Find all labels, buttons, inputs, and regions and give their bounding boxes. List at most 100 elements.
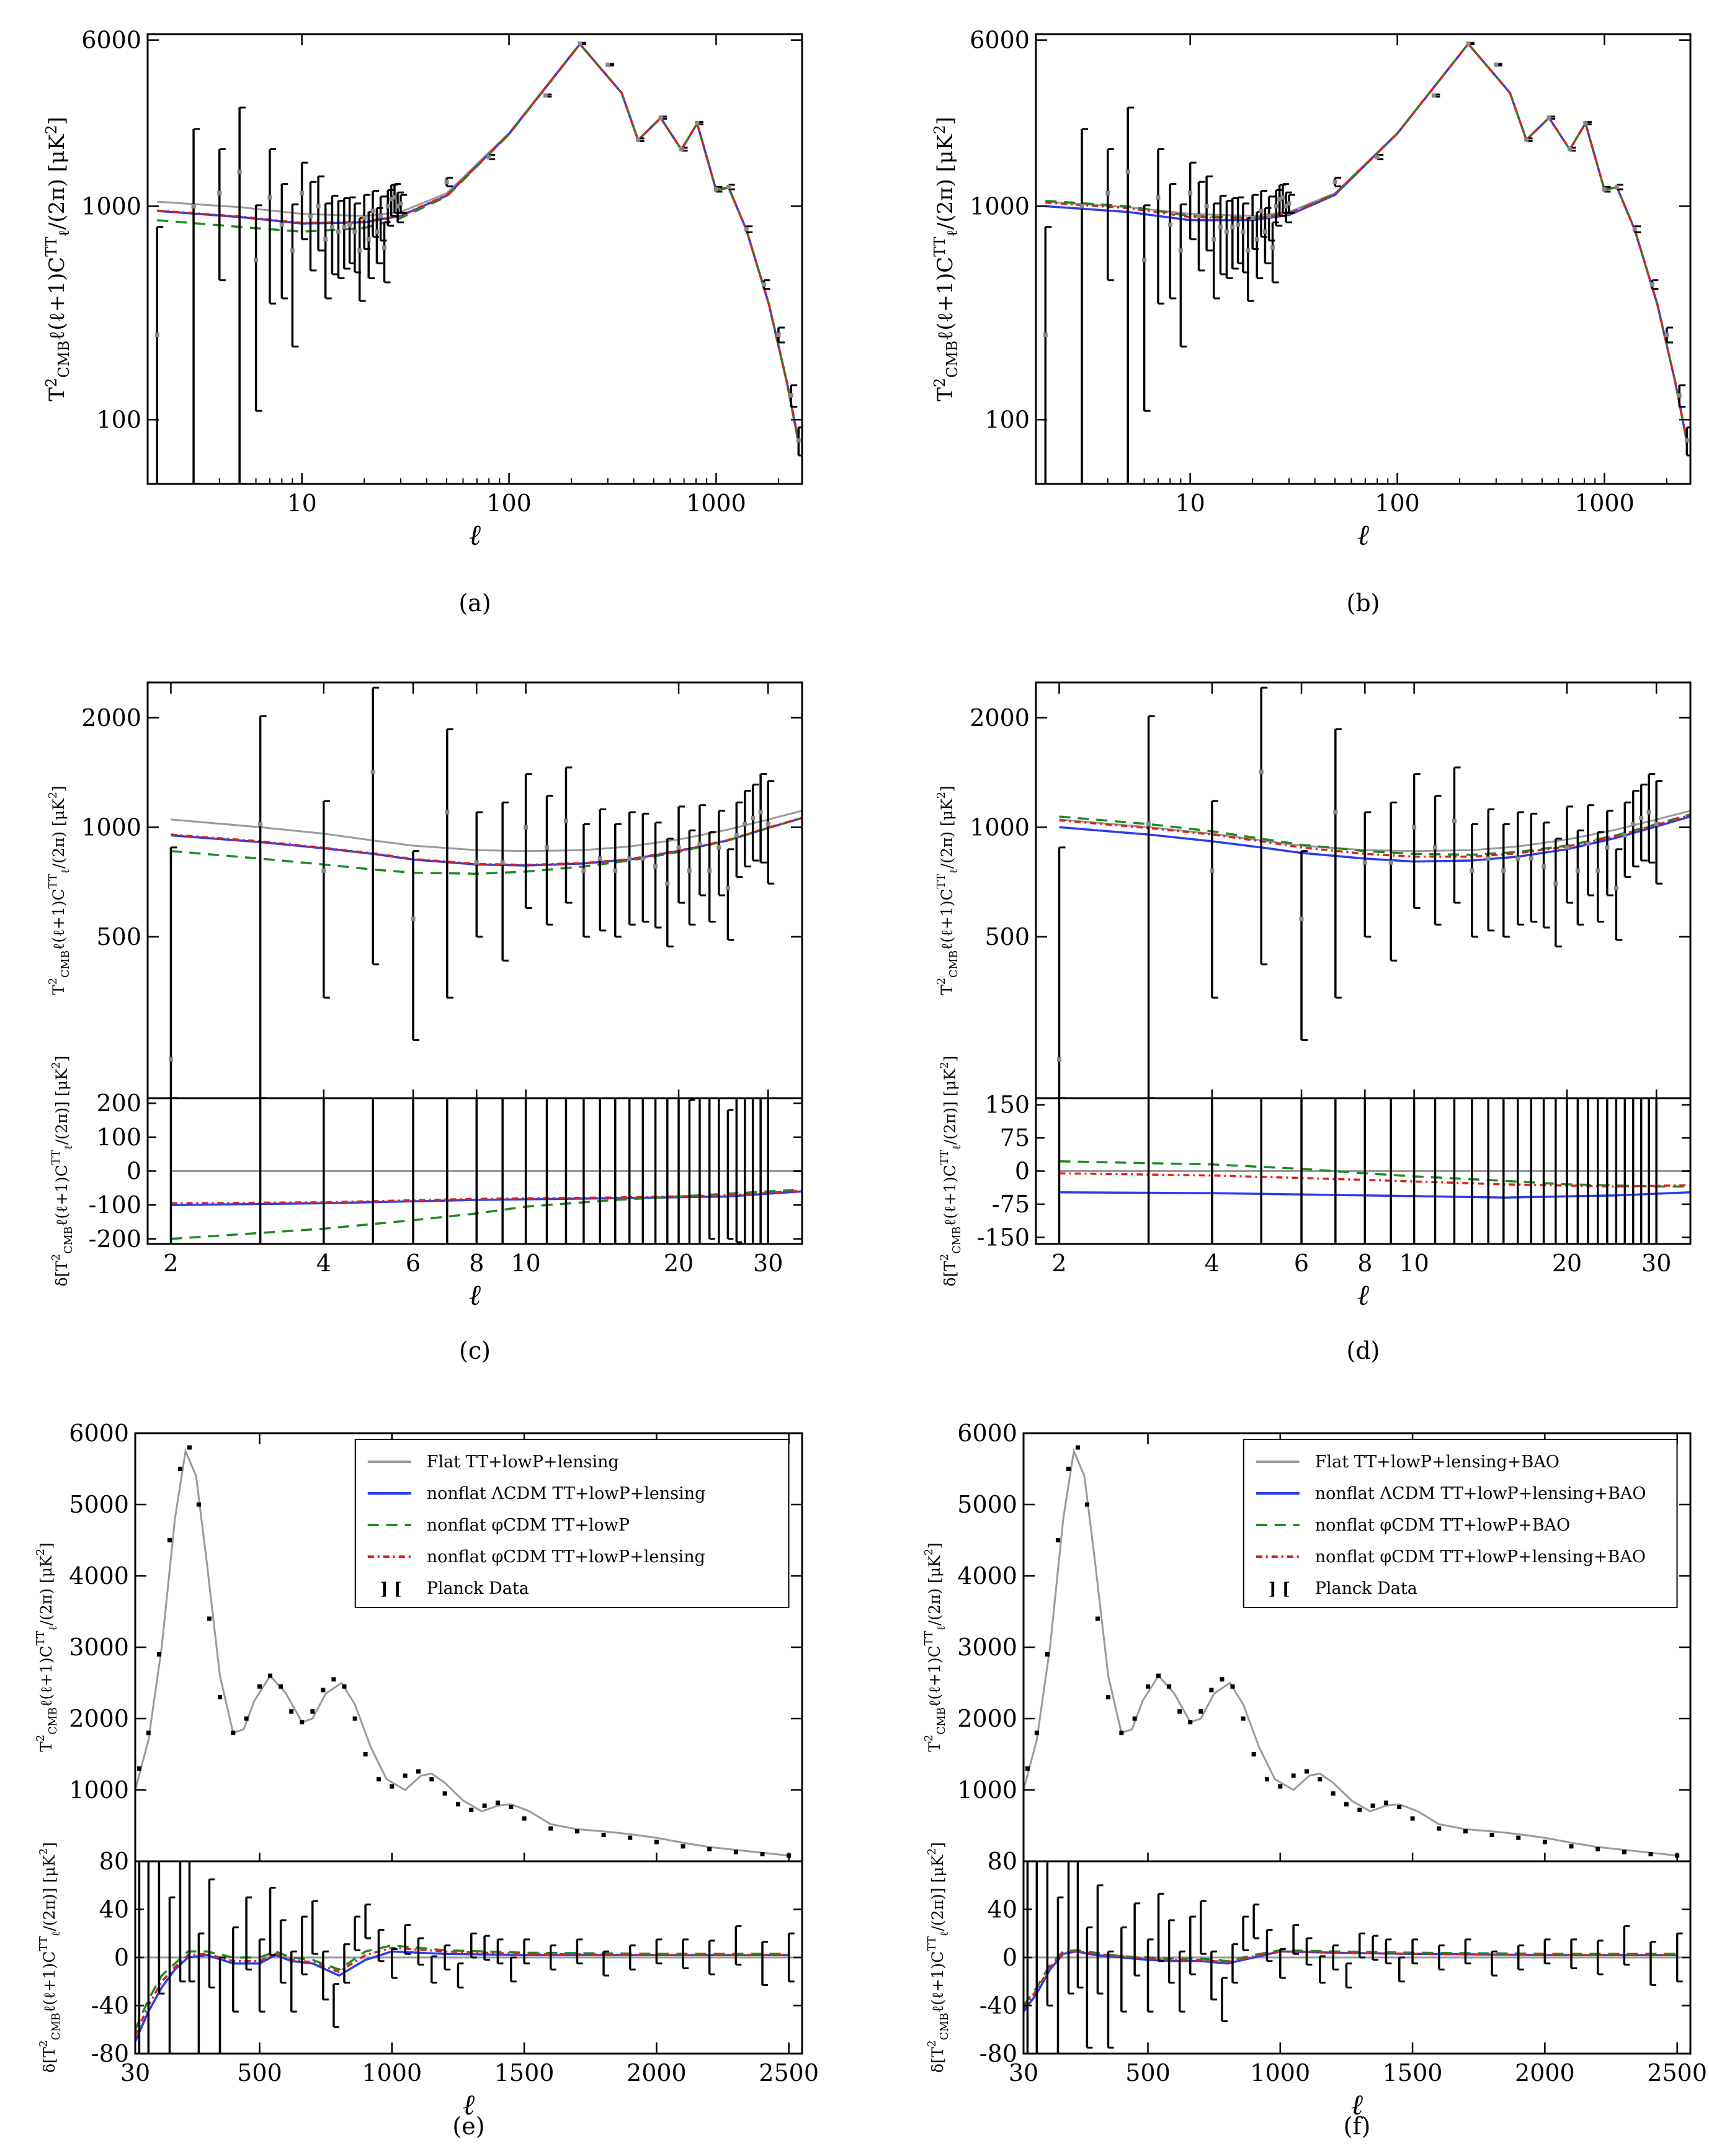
data-point: [1196, 213, 1201, 218]
data-point: [1546, 115, 1551, 120]
y-tick-label: 100: [984, 406, 1030, 433]
series-line-lcdm: [157, 42, 800, 443]
data-point: [217, 190, 222, 195]
y-axis-label-part: ]: [37, 1542, 55, 1549]
data-point: [495, 1800, 500, 1805]
plot-area: [1024, 1445, 1680, 1858]
data-point: [1332, 179, 1337, 184]
data-point: [1262, 229, 1267, 234]
data-point: [751, 815, 756, 820]
data-point: [1677, 393, 1682, 398]
data-point: [716, 845, 721, 850]
data-point: [581, 868, 586, 873]
y-axis-label-part: ]: [938, 785, 956, 792]
y-axis-label-part: /(2π) [μK: [45, 134, 69, 230]
data-point: [1410, 1816, 1415, 1821]
data-point: [734, 833, 739, 838]
y-axis-label-part: TT: [939, 1150, 951, 1165]
data-point: [687, 868, 692, 873]
y-axis-label-part: 2: [923, 1735, 935, 1742]
residual-y-axis-label: δ[T2CMBℓ(ℓ+1)CTTℓ/(2π)] [μK2]: [939, 1056, 963, 1287]
data-point: [665, 881, 670, 886]
x-tick-label: 2: [163, 1250, 178, 1277]
residual-line-phi_nolens: [135, 1944, 789, 2031]
y-tick-label: 500: [984, 923, 1030, 951]
data-point: [136, 1766, 141, 1771]
y-axis-label-part: 2: [935, 978, 948, 985]
data-point: [385, 204, 390, 208]
data-point: [268, 1673, 273, 1678]
y-axis-label-part: ]: [926, 1542, 944, 1549]
data-point: [196, 1502, 201, 1507]
y-tick-label: 0: [1002, 1944, 1017, 1971]
data-point: [1220, 1677, 1225, 1682]
y-axis-label-part: /(2π) [μK: [50, 798, 68, 869]
data-point: [389, 197, 394, 202]
data-point: [743, 821, 747, 826]
data-point: [653, 864, 658, 869]
data-point: [522, 1816, 527, 1821]
y-tick-label: -75: [992, 1191, 1030, 1218]
data-point: [321, 1688, 326, 1693]
data-point: [627, 856, 632, 861]
y-axis-label-part: CMB: [944, 341, 961, 378]
data-point: [574, 1829, 579, 1834]
data-point: [1586, 841, 1591, 846]
data-point: [257, 1684, 262, 1689]
data-point: [605, 62, 610, 67]
y-axis-label-part: ℓ(ℓ+1)C: [37, 1645, 55, 1707]
data-point: [1648, 1852, 1653, 1856]
y-tick-label: 5000: [957, 1491, 1017, 1518]
data-point: [1198, 1709, 1203, 1714]
y-axis-label: T2CMBℓ(ℓ+1)CTTℓ/(2π) [μK2]: [935, 785, 960, 995]
data-point: [279, 222, 284, 227]
y-tick-label: 1000: [970, 192, 1030, 220]
y-axis-label-part: ℓ: [60, 869, 72, 874]
data-point: [154, 333, 159, 338]
legend-label: nonflat φCDM TT+lowP+lensing: [427, 1547, 705, 1567]
y-tick-label: 2000: [957, 1705, 1017, 1732]
y-axis-label-part: CMB: [939, 2013, 951, 2040]
data-point: [1383, 1800, 1388, 1805]
data-point: [761, 282, 766, 287]
data-point: [1278, 1784, 1283, 1789]
data-point: [1055, 1538, 1060, 1542]
data-point: [1264, 1777, 1269, 1782]
data-point: [1583, 120, 1588, 125]
data-point: [1267, 213, 1272, 218]
data-point: [395, 204, 400, 208]
data-point: [1277, 197, 1282, 202]
residual-line-lcdm: [135, 1950, 789, 2042]
data-point: [323, 237, 328, 242]
data-point: [1524, 137, 1529, 142]
legend-label: Planck Data: [427, 1579, 529, 1598]
y-tick-label: 4000: [69, 1562, 129, 1590]
data-point: [1646, 810, 1651, 815]
y-axis-label-part: δ[T: [53, 1261, 71, 1287]
legend-label: Planck Data: [1315, 1579, 1417, 1598]
y-axis-label-part: ℓ(ℓ+1)C: [50, 888, 68, 950]
residual-line-phi_lens: [1059, 1172, 1690, 1188]
data-point: [796, 438, 801, 443]
axes-frame: [134, 1432, 803, 2055]
x-tick-label: 2000: [627, 2059, 687, 2087]
axes-frame: [1022, 1432, 1692, 2055]
y-tick-label: -80: [91, 2040, 129, 2067]
x-tick-label: 30: [120, 2059, 150, 2087]
y-axis-label-part: 2: [38, 2040, 50, 2047]
y-axis-label-part: ]: [933, 117, 958, 125]
data-point: [1622, 833, 1627, 838]
data-point: [1613, 886, 1618, 891]
data-point: [628, 1835, 633, 1840]
x-axis-label: ℓ: [1357, 1278, 1370, 1312]
data-point: [776, 333, 781, 338]
data-point: [1095, 1616, 1100, 1621]
data-point: [290, 248, 295, 253]
data-point: [455, 1802, 460, 1807]
data-point: [1602, 187, 1607, 192]
legend-label: nonflat ΛCDM TT+lowP+lensing+BAO: [1315, 1484, 1646, 1503]
data-point: [254, 257, 259, 262]
data-point: [178, 1467, 183, 1471]
data-point: [1632, 226, 1637, 231]
data-point: [1515, 856, 1520, 861]
